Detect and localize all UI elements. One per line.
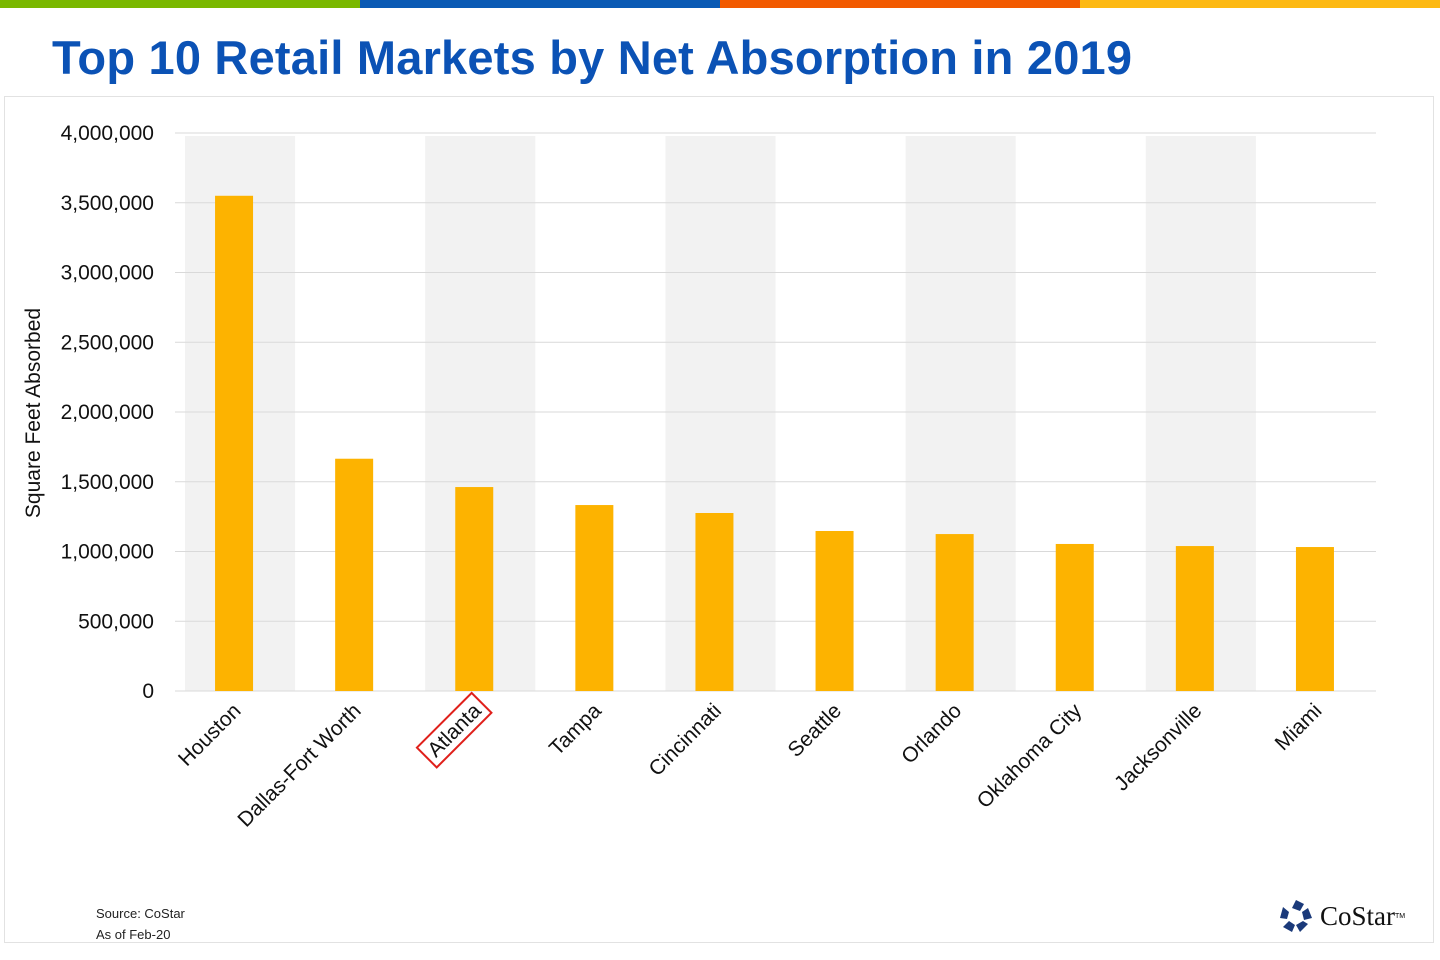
x-tick-group: Dallas-Fort Worth: [233, 699, 365, 831]
x-tick-label: Oklahoma City: [973, 699, 1087, 813]
y-tick-label: 2,500,000: [61, 331, 154, 354]
x-tick-label: Dallas-Fort Worth: [233, 699, 365, 831]
y-tick-label: 500,000: [78, 610, 154, 633]
x-tick-label: Seattle: [784, 699, 847, 762]
bar-cincinnati: [695, 512, 734, 691]
bar-orlando: [935, 534, 974, 691]
x-tick-label: Houston: [174, 699, 246, 771]
x-tick-label: Miami: [1271, 699, 1327, 755]
costar-star-icon: [1280, 900, 1312, 932]
x-tick-label: Tampa: [545, 699, 606, 760]
bar-seattle: [815, 530, 854, 691]
x-tick-label: Jacksonville: [1110, 699, 1206, 795]
y-tick-label: 0: [142, 680, 154, 703]
y-tick-label: 2,000,000: [61, 401, 154, 424]
y-tick-label: 1,000,000: [61, 541, 154, 564]
x-tick-label: Atlanta: [423, 699, 486, 762]
logo-text: CoStar: [1320, 900, 1396, 931]
x-tick-group: Jacksonville: [1110, 699, 1206, 795]
x-tick-group: Oklahoma City: [973, 699, 1087, 813]
x-tick-group: Atlanta: [415, 691, 493, 769]
stripe-green: [0, 0, 360, 8]
chart-frame: [4, 96, 1434, 943]
x-tick-group: Orlando: [897, 699, 966, 768]
x-tick-label: Orlando: [897, 699, 966, 768]
as-of-note: As of Feb-20: [96, 927, 171, 942]
y-tick-label: 1,500,000: [61, 471, 154, 494]
y-tick-label: 4,000,000: [61, 122, 154, 145]
bar-oklahoma-city: [1055, 543, 1094, 691]
chart-title: Top 10 Retail Markets by Net Absorption …: [52, 31, 1133, 84]
x-tick-group: Miami: [1271, 699, 1327, 755]
costar-logo: CoStar TM: [1278, 898, 1405, 934]
bar-atlanta: [455, 487, 494, 691]
bar-jacksonville: [1175, 546, 1214, 691]
y-tick-label: 3,500,000: [61, 192, 154, 215]
y-axis-label: Square Feet Absorbed: [22, 308, 45, 518]
bar-miami: [1295, 547, 1334, 691]
bar-houston: [215, 195, 254, 691]
x-tick-label: Cincinnati: [645, 699, 726, 780]
logo-tm: TM: [1395, 912, 1406, 920]
stripe-blue: [360, 0, 720, 8]
y-tick-label: 3,000,000: [61, 262, 154, 285]
bar-tampa: [575, 505, 614, 691]
x-tick-group: Houston: [174, 699, 246, 771]
x-tick-group: Cincinnati: [645, 699, 726, 780]
bar-dallas-fort-worth: [335, 458, 374, 691]
stripe-yellow: [1080, 0, 1440, 8]
x-tick-group: Seattle: [784, 699, 847, 762]
stripe-orange: [720, 0, 1080, 8]
source-note: Source: CoStar: [96, 906, 185, 921]
highlight-box: [415, 691, 493, 769]
x-tick-group: Tampa: [545, 699, 606, 760]
